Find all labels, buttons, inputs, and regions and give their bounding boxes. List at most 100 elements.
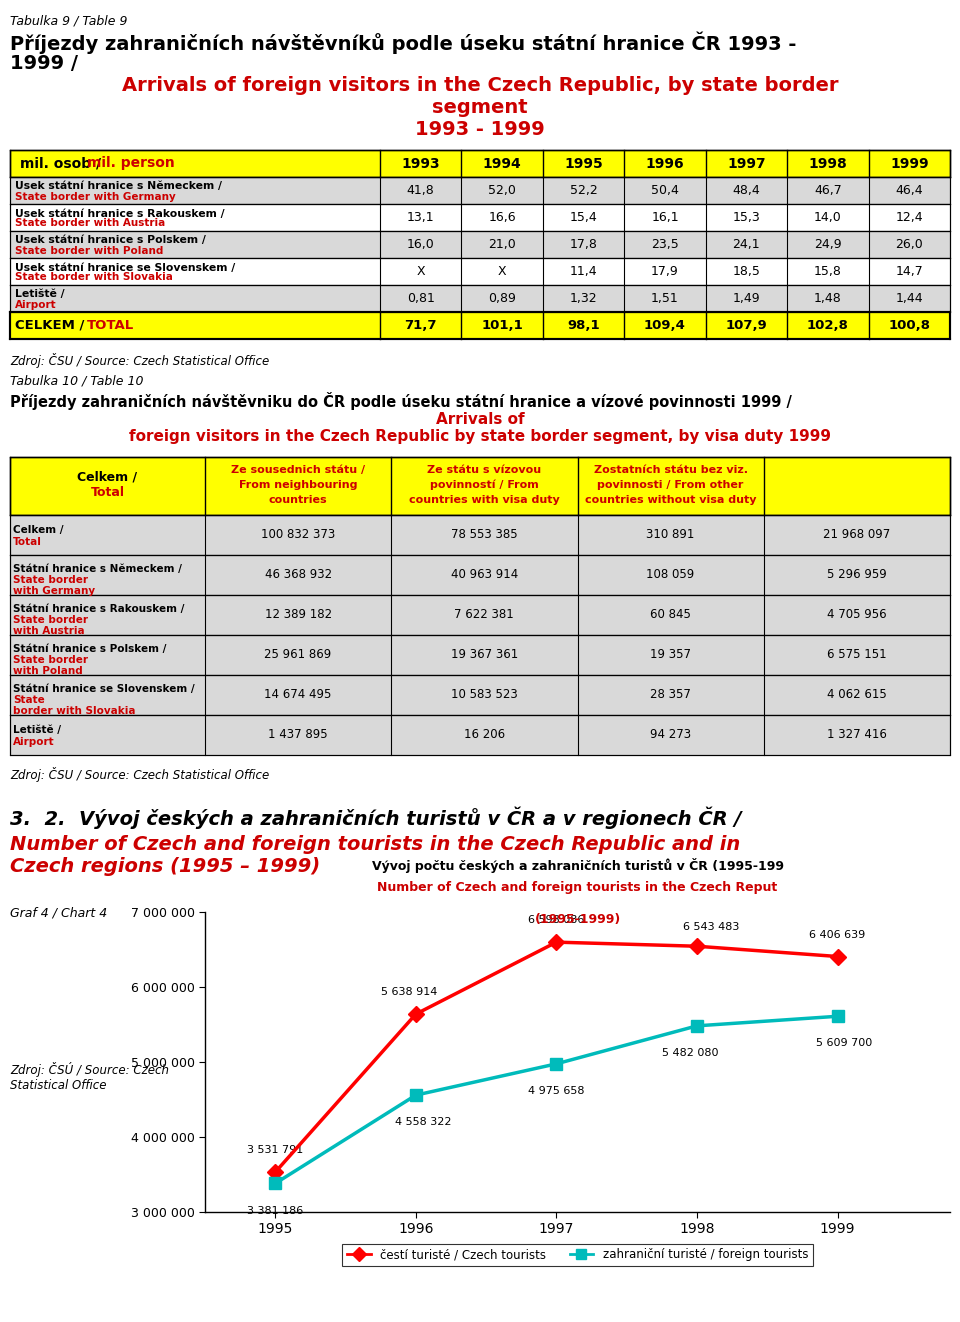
Bar [10,457,950,516]
Text: countries with visa duty: countries with visa duty [409,494,560,505]
Text: 1,48: 1,48 [814,292,842,305]
Bar [10,177,950,204]
Text: 102,8: 102,8 [807,319,849,332]
Text: 1,49: 1,49 [732,292,760,305]
Text: 14,7: 14,7 [896,264,924,278]
Text: 12 389 182: 12 389 182 [265,608,332,621]
Text: 19 357: 19 357 [650,649,691,661]
Text: Státní hranice s Německem /: Státní hranice s Německem / [13,564,185,574]
Text: Ze státu s vízovou: Ze státu s vízovou [427,465,541,475]
Text: 94 273: 94 273 [650,728,691,742]
Text: 3 381 186: 3 381 186 [247,1206,303,1216]
Text: countries: countries [269,494,327,505]
Text: 15,4: 15,4 [569,212,597,223]
Bar [10,258,950,286]
Text: 4 558 322: 4 558 322 [395,1117,451,1128]
Text: Ze sousednich státu /: Ze sousednich státu / [231,465,365,475]
Text: 5 638 914: 5 638 914 [381,988,437,997]
Text: 46,4: 46,4 [896,184,924,197]
Text: Tabulka 10 / Table 10: Tabulka 10 / Table 10 [10,375,143,387]
Text: Number of Czech and foreign tourists in the Czech Republic and in
Czech regions : Number of Czech and foreign tourists in … [10,836,740,876]
Text: 0,89: 0,89 [489,292,516,305]
Text: 19 367 361: 19 367 361 [451,649,518,661]
Text: Celkem /: Celkem / [78,471,137,484]
Text: 25 961 869: 25 961 869 [265,649,332,661]
Text: 46,7: 46,7 [814,184,842,197]
Text: Vývoj počtu českých a zahraničních turistů v ČR (1995-199: Vývoj počtu českých a zahraničních turis… [372,858,783,873]
Bar [10,204,950,231]
Text: State: State [13,695,45,705]
Bar [10,595,950,635]
Text: 4 975 658: 4 975 658 [528,1087,585,1096]
Legend: čestí turisté / Czech tourists, zahraniční turisté / foreign tourists: čestí turisté / Czech tourists, zahranič… [342,1244,813,1266]
Text: 41,8: 41,8 [407,184,435,197]
Text: 310 891: 310 891 [646,529,695,542]
Bar [10,635,950,676]
Text: 101,1: 101,1 [481,319,523,332]
Text: 11,4: 11,4 [569,264,597,278]
Text: State border: State border [13,615,88,625]
Text: 1995: 1995 [564,156,603,171]
Text: 0,81: 0,81 [407,292,435,305]
Text: Příjezdy zahraničních návštěvníků podle úseku státní hranice ČR 1993 -: Příjezdy zahraničních návštěvníků podle … [10,32,797,54]
Text: 16,6: 16,6 [489,212,516,223]
Text: 71,7: 71,7 [404,319,437,332]
Text: 1,32: 1,32 [569,292,597,305]
Text: Airport: Airport [13,736,55,747]
Text: 3.  2.  Vývoj českých a zahraničních turistů v ČR a v regionech ČR /: 3. 2. Vývoj českých a zahraničních turis… [10,806,748,829]
Text: 1,51: 1,51 [651,292,679,305]
Text: 6 575 151: 6 575 151 [828,649,887,661]
Text: mil. osob /: mil. osob / [20,156,106,171]
Text: State border: State border [13,575,88,586]
Text: Příjezdy zahraničních návštěvniku do ČR podle úseku státní hranice a vízové povi: Příjezdy zahraničních návštěvniku do ČR … [10,393,797,410]
Text: 4 705 956: 4 705 956 [828,608,887,621]
Text: 23,5: 23,5 [651,238,679,251]
Text: border with Slovakia: border with Slovakia [13,706,135,717]
Bar [10,715,950,755]
Text: 1993: 1993 [401,156,440,171]
Text: State border with Slovakia: State border with Slovakia [15,272,173,283]
Text: Arrivals of foreign visitors in the Czech Republic, by state border
segment
1993: Arrivals of foreign visitors in the Czec… [122,75,838,139]
Text: 1999: 1999 [890,156,928,171]
Text: Total: Total [13,537,42,547]
Bar [10,676,950,715]
Text: Usek státní hranice s Polskem /: Usek státní hranice s Polskem / [15,235,209,246]
Text: Usek státní hranice s Německem /: Usek státní hranice s Německem / [15,181,226,192]
Text: Státní hranice s Rakouskem /: Státní hranice s Rakouskem / [13,604,188,613]
Text: Tabulka 9 / Table 9: Tabulka 9 / Table 9 [10,15,128,26]
Text: CELKEM /: CELKEM / [15,319,89,332]
Text: State border with Germany: State border with Germany [15,192,176,201]
Text: From neighbouring: From neighbouring [239,480,357,490]
Text: 1997: 1997 [727,156,766,171]
Text: Zdroj: ČSU / Source: Czech Statistical Office: Zdroj: ČSU / Source: Czech Statistical O… [10,767,269,783]
Text: Total: Total [90,486,125,498]
Text: (1995-1999): (1995-1999) [535,914,620,927]
Text: Státní hranice s Polskem /: Státní hranice s Polskem / [13,644,170,654]
Text: X: X [417,264,425,278]
Text: 1994: 1994 [483,156,521,171]
Text: Zdroj: ČSU / Source: Czech Statistical Office: Zdroj: ČSU / Source: Czech Statistical O… [10,353,269,368]
Text: Zdroj: ČSÚ / Source: Czech
Statistical Office: Zdroj: ČSÚ / Source: Czech Statistical O… [10,1062,169,1092]
Text: State border with Poland: State border with Poland [15,246,163,255]
Text: 50,4: 50,4 [651,184,679,197]
Text: Usek státní hranice se Slovenskem /: Usek státní hranice se Slovenskem / [15,263,239,272]
Text: 7 622 381: 7 622 381 [454,608,515,621]
Text: 16 206: 16 206 [464,728,505,742]
Text: 78 553 385: 78 553 385 [451,529,517,542]
Text: 15,3: 15,3 [732,212,760,223]
Text: 14,0: 14,0 [814,212,842,223]
Text: 4 062 615: 4 062 615 [827,689,887,702]
Text: Letiště /: Letiště / [15,290,68,300]
Text: 6 543 483: 6 543 483 [683,923,739,932]
Text: 109,4: 109,4 [644,319,686,332]
Text: X: X [498,264,507,278]
Text: State border with Austria: State border with Austria [15,218,165,229]
Bar [10,286,950,312]
Text: 14 674 495: 14 674 495 [264,689,332,702]
Bar [10,231,950,258]
Text: 1,44: 1,44 [896,292,924,305]
Text: 100,8: 100,8 [888,319,930,332]
Text: 17,9: 17,9 [651,264,679,278]
Text: 6 406 639: 6 406 639 [809,929,866,940]
Text: 5 609 700: 5 609 700 [816,1039,873,1048]
